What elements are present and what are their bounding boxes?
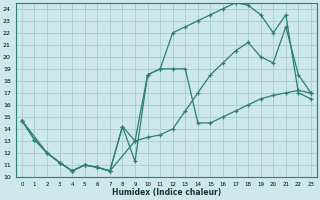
X-axis label: Humidex (Indice chaleur): Humidex (Indice chaleur) [112, 188, 221, 197]
